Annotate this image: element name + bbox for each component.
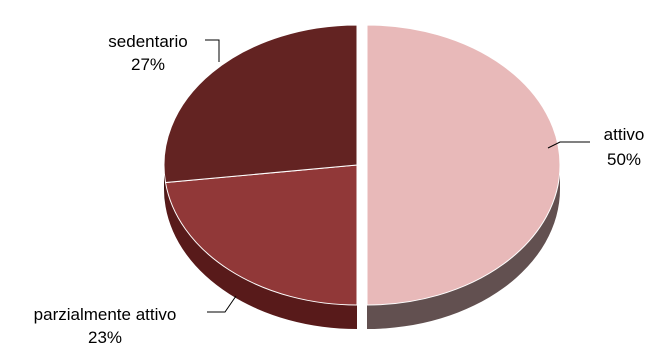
slice-label-parzialmente-attivo: parzialmente attivo: [34, 305, 177, 324]
slice-value-sedentario: 27%: [131, 55, 165, 74]
leader-lines: [205, 39, 590, 313]
leader-parzialmente-attivo: [207, 295, 237, 313]
leader-sedentario: [205, 39, 220, 62]
slice-value-parzialmente-attivo: 23%: [88, 328, 122, 345]
pie-side-attivo: [367, 165, 560, 329]
pie-slice-sedentario: [163, 24, 358, 184]
pie-slice-parzialmente-attivo: [164, 164, 358, 306]
pie-tops: [163, 24, 561, 306]
pie-side-parzialmente-attivo: [165, 182, 357, 329]
slice-value-attivo: 50%: [607, 150, 641, 169]
slice-label-sedentario: sedentario: [108, 32, 187, 51]
pie-slice-attivo: [366, 24, 561, 306]
slice-label-attivo: attivo: [604, 125, 645, 144]
leader-attivo: [547, 141, 590, 149]
